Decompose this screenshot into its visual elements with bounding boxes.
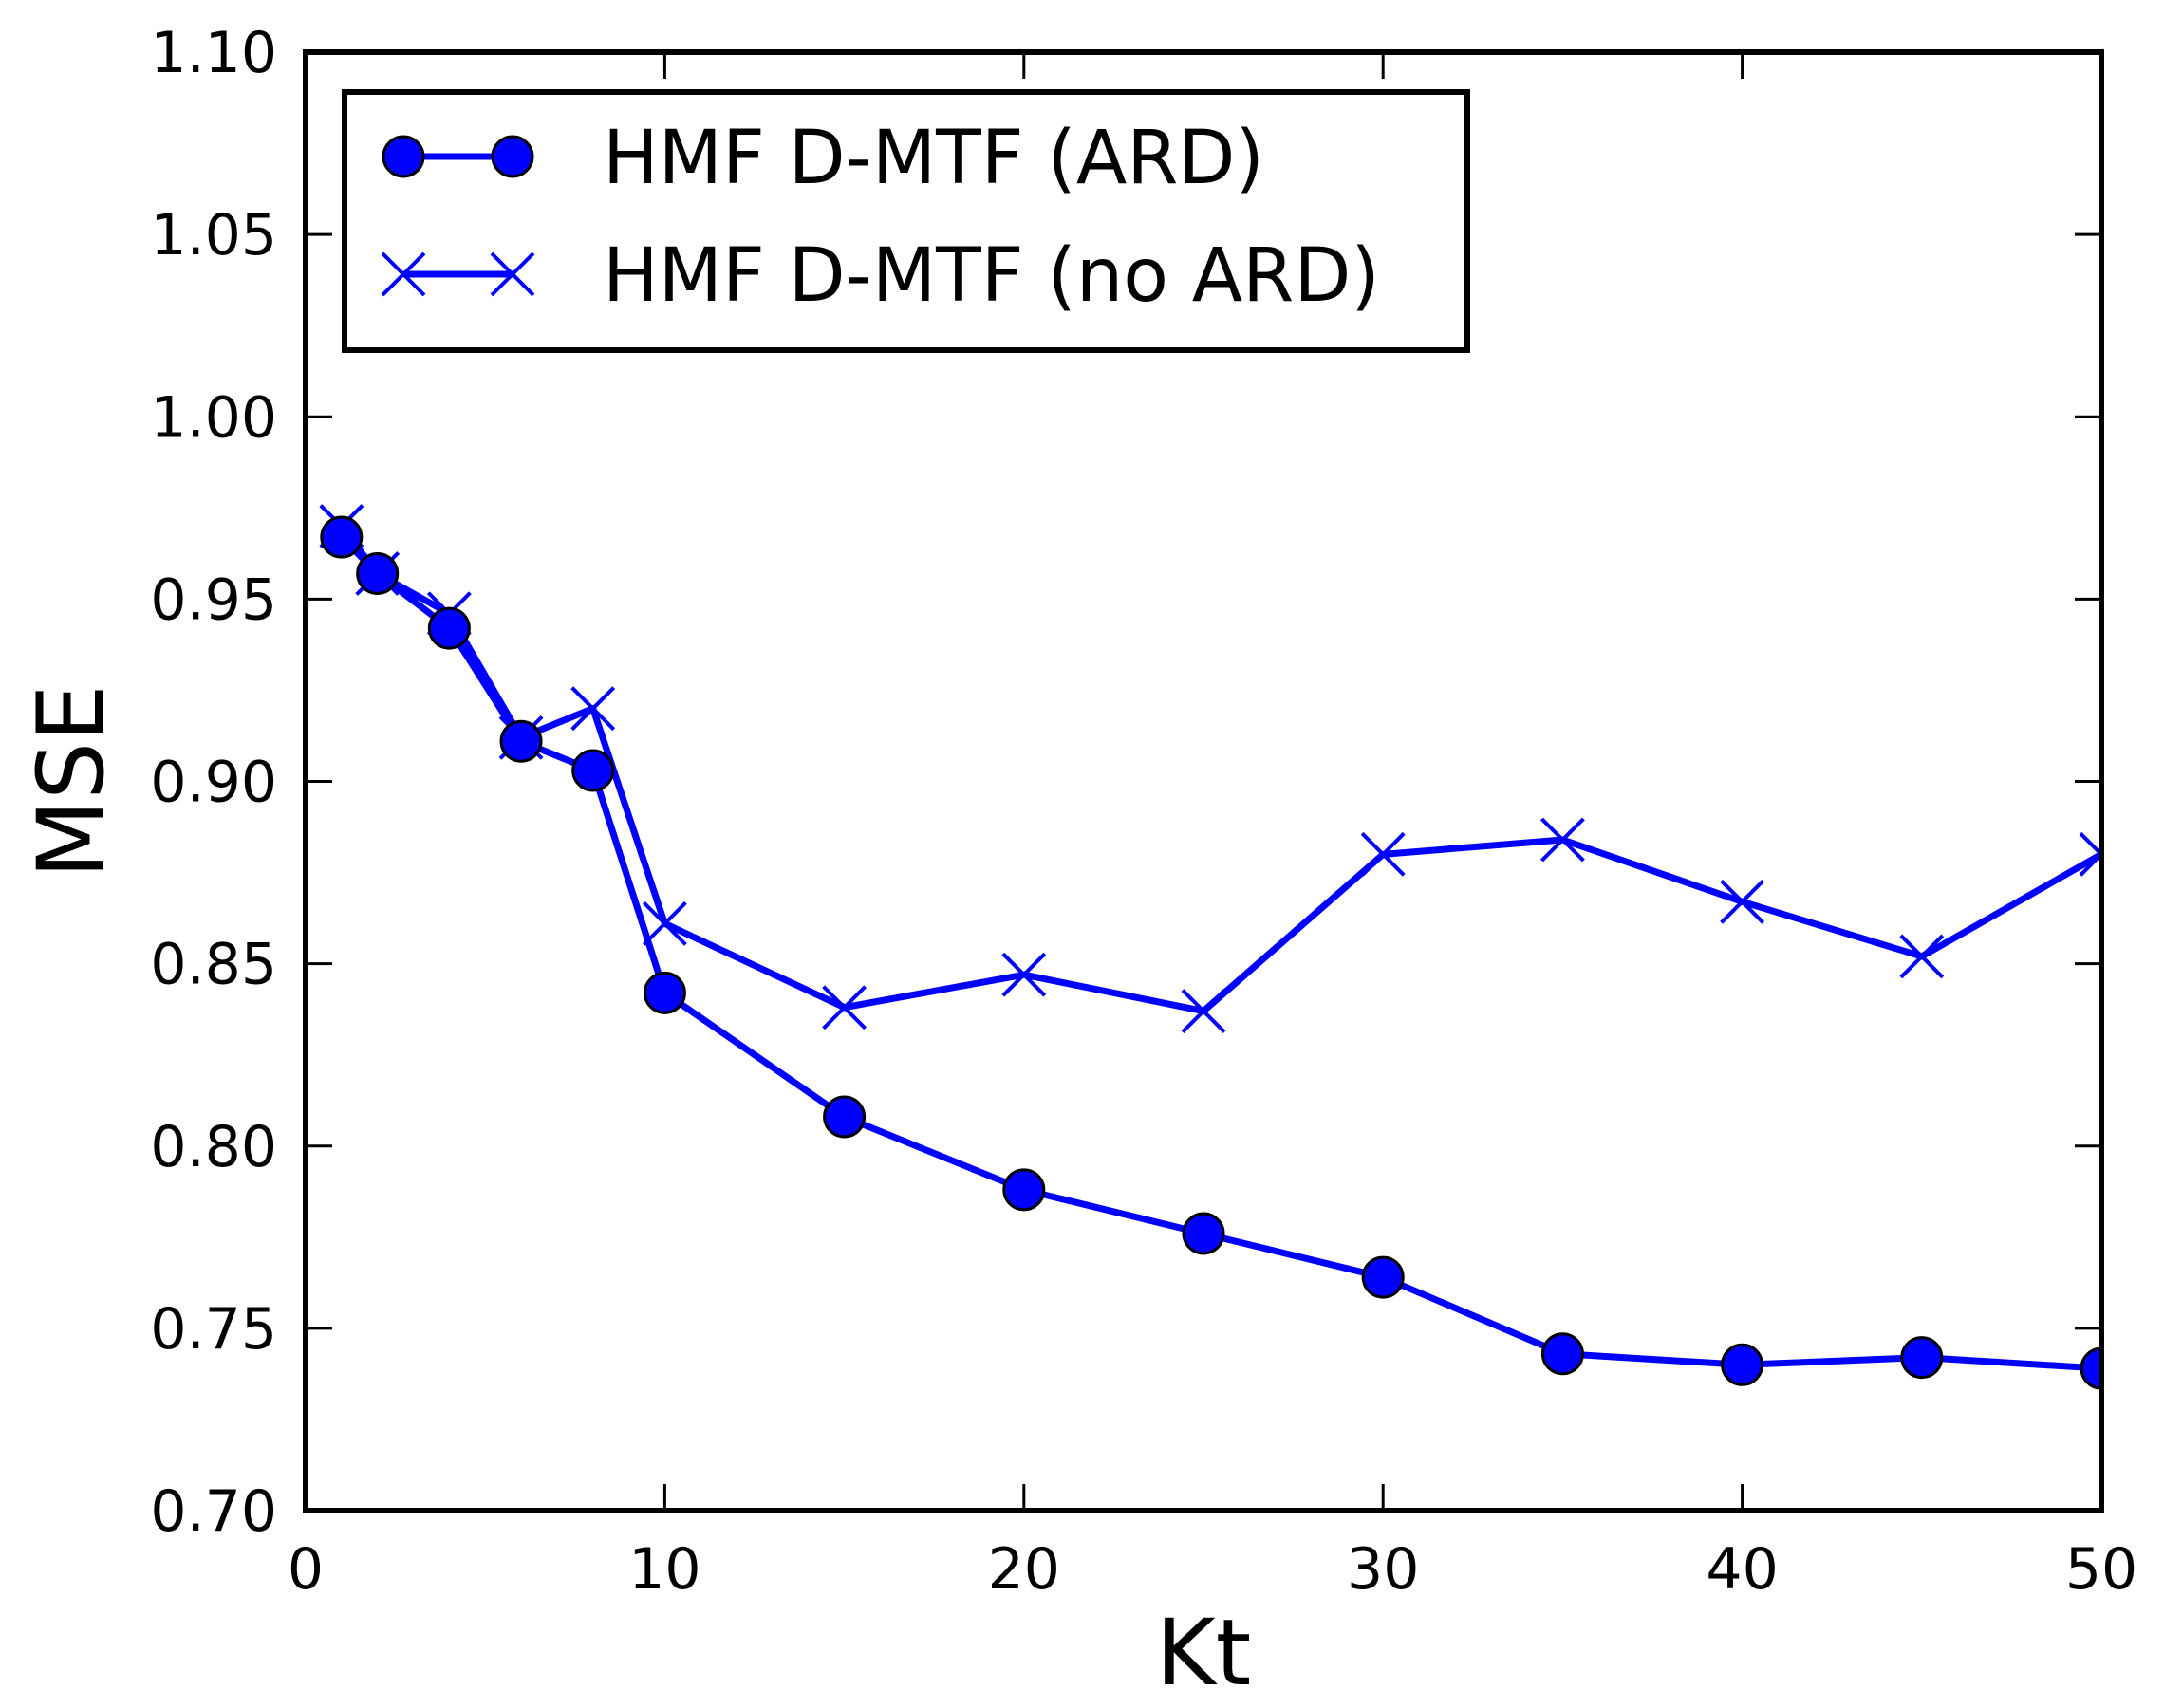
legend-marker <box>490 251 535 297</box>
series-ard <box>320 515 2101 1390</box>
data-point <box>1721 1343 1764 1386</box>
legend-marker <box>381 251 426 297</box>
y-tick-label: 1.10 <box>150 20 277 86</box>
x-marker-stroke <box>822 985 867 1030</box>
x-tick-label: 0 <box>288 1536 324 1603</box>
x-marker-stroke <box>1001 952 1047 997</box>
x-tick-label: 20 <box>988 1536 1060 1603</box>
x-marker-stroke <box>1899 934 1945 979</box>
data-point <box>642 900 687 946</box>
data-point <box>1001 952 1047 997</box>
legend-entry: HMF D-MTF (ARD) <box>382 116 1264 201</box>
y-tick-label: 0.80 <box>150 1114 277 1180</box>
legend-entry: HMF D-MTF (no ARD) <box>381 233 1380 319</box>
data-point <box>356 551 400 595</box>
plot-content <box>319 504 2101 1390</box>
x-marker-stroke <box>2079 851 2101 877</box>
x-marker-stroke <box>642 900 687 946</box>
x-tick-label: 40 <box>1706 1536 1778 1603</box>
x-marker-stroke <box>1181 989 1226 1033</box>
series-line <box>339 534 2101 1372</box>
legend-box <box>342 89 1470 353</box>
x-axis-title: Kt <box>1156 1600 1252 1706</box>
y-tick-label: 0.85 <box>150 932 277 998</box>
data-point <box>822 985 867 1030</box>
data-point <box>1002 1168 1046 1212</box>
legend-label: HMF D-MTF (no ARD) <box>603 233 1380 319</box>
y-tick-label: 0.70 <box>150 1478 277 1545</box>
legend-marker <box>382 135 425 178</box>
data-point <box>427 606 471 650</box>
data-point <box>320 515 364 559</box>
y-tick-label: 0.95 <box>150 566 277 633</box>
data-point <box>2080 1346 2101 1390</box>
legend-marker <box>491 135 534 178</box>
data-point <box>1720 879 1765 924</box>
plot-frame <box>303 49 2104 1513</box>
x-marker-stroke <box>1720 879 1765 924</box>
data-point <box>1361 1255 1405 1299</box>
legend-label: HMF D-MTF (ARD) <box>603 116 1264 201</box>
x-tick-label: 10 <box>628 1536 700 1603</box>
data-point <box>1360 831 1406 877</box>
data-point <box>823 1095 867 1139</box>
data-point <box>1899 934 1945 979</box>
data-point <box>1540 1332 1584 1376</box>
data-point <box>499 719 543 763</box>
y-tick-label: 1.05 <box>150 202 277 269</box>
x-tick-label: 30 <box>1347 1536 1419 1603</box>
data-point <box>570 686 616 732</box>
data-point <box>1182 1212 1225 1255</box>
data-point <box>643 971 686 1014</box>
x-marker-stroke <box>570 686 616 732</box>
x-tick-label: 50 <box>2065 1536 2137 1603</box>
x-marker-stroke <box>2079 831 2101 858</box>
data-point <box>1900 1336 1944 1380</box>
x-marker-stroke <box>381 251 426 297</box>
y-tick-label: 1.00 <box>150 384 277 451</box>
x-marker-stroke <box>490 251 535 297</box>
data-point <box>2079 831 2101 877</box>
y-axis-title: MSE <box>18 684 124 878</box>
data-point <box>571 749 615 792</box>
data-point <box>1539 817 1585 863</box>
y-tick-label: 0.75 <box>150 1296 277 1363</box>
x-marker-stroke <box>1360 831 1406 877</box>
legend: HMF D-MTF (ARD) HMF D-MTF (no ARD) <box>342 89 1470 353</box>
x-marker-stroke <box>1539 817 1585 863</box>
data-point <box>1181 989 1226 1033</box>
y-tick-label: 0.90 <box>150 750 277 816</box>
axis-tick-labels: 0 10 20 30 40 50 0.70 0.75 0.80 0.85 0.90 0.95 1.00 1… <box>150 20 2137 1603</box>
